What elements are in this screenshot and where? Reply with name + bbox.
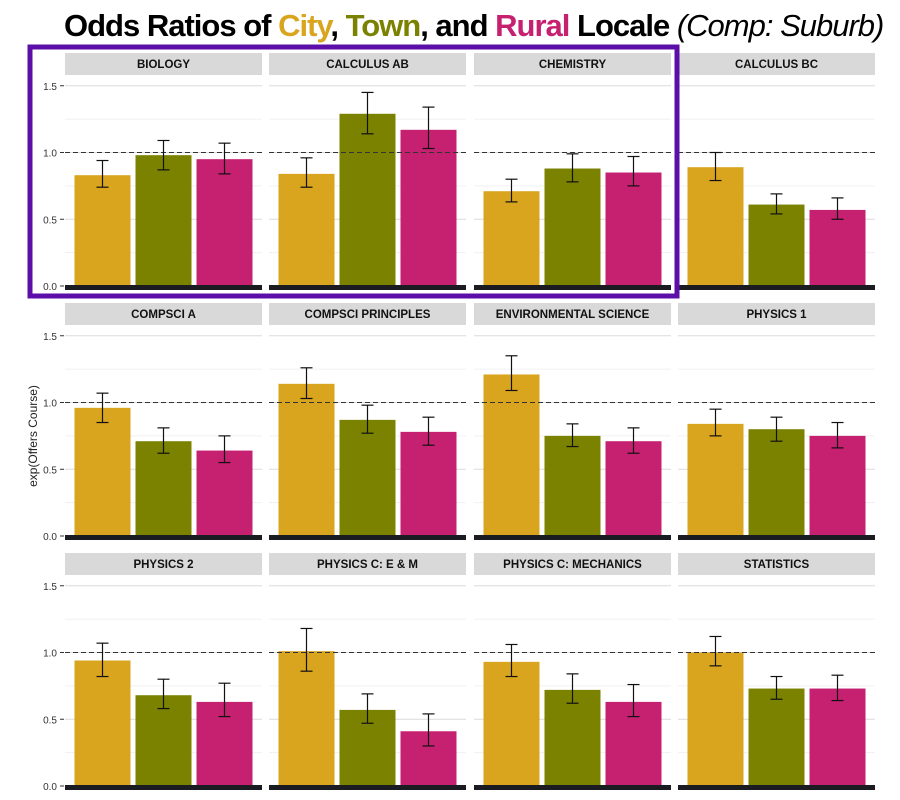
panel-baseline	[678, 535, 875, 540]
bar-city-physics-c-mechanics	[483, 661, 540, 786]
bar-rural-chemistry	[605, 172, 662, 286]
bar-town-compsci-principles	[339, 419, 396, 536]
bar-city-compsci-a	[74, 407, 131, 536]
bar-rural-calculus-ab	[400, 129, 457, 286]
bar-town-biology	[135, 155, 192, 286]
panel-strip-physics-c-e-m	[269, 553, 466, 575]
bar-city-calculus-bc	[687, 167, 744, 286]
y-tick-label: 1.0	[43, 649, 57, 660]
bar-city-chemistry	[483, 191, 540, 286]
bar-city-calculus-ab	[278, 173, 335, 286]
title-town: Town	[345, 8, 422, 43]
bar-city-environmental-science	[483, 374, 540, 536]
y-tick-label: 1.5	[43, 582, 57, 593]
panel-baseline	[269, 285, 466, 290]
panel-label-calculus-bc: CALCULUS BC	[735, 59, 818, 71]
panel-label-biology: BIOLOGY	[137, 59, 190, 71]
bar-town-compsci-a	[135, 441, 192, 536]
y-tick-label: 0.0	[43, 532, 57, 543]
panel-strip-chemistry	[474, 53, 671, 75]
bar-town-calculus-bc	[748, 204, 805, 286]
panel-baseline	[269, 785, 466, 790]
panel-strip-calculus-ab	[269, 53, 466, 75]
y-tick-label: 1.5	[43, 332, 57, 343]
panel-baseline	[65, 535, 262, 540]
bar-rural-compsci-a	[196, 450, 253, 536]
title-prefix: Odds Ratios of	[64, 8, 279, 43]
bar-town-statistics	[748, 688, 805, 786]
y-tick-label: 0.0	[43, 282, 57, 293]
bar-town-calculus-ab	[339, 113, 396, 286]
panel-baseline	[474, 535, 671, 540]
bar-rural-biology	[196, 159, 253, 286]
y-tick-label: 0.5	[43, 215, 57, 226]
bar-city-physics-1	[687, 423, 744, 536]
panel-label-compsci-a: COMPSCI A	[131, 309, 196, 321]
panel-strip-statistics	[678, 553, 875, 575]
bar-rural-environmental-science	[605, 441, 662, 536]
title-comparison: (Comp: Suburb)	[676, 8, 885, 43]
y-tick-label: 1.0	[43, 149, 57, 160]
title-rural: Rural	[495, 8, 570, 43]
title-city: City	[278, 8, 331, 43]
panel-label-physics-c-e-m: PHYSICS C: E & M	[317, 559, 418, 571]
panel-strip-environmental-science	[474, 303, 671, 325]
bar-rural-physics-1	[809, 435, 866, 536]
panel-label-physics-1: PHYSICS 1	[746, 309, 807, 321]
panel-baseline	[678, 785, 875, 790]
panel-label-calculus-ab: CALCULUS AB	[326, 59, 409, 71]
bar-town-environmental-science	[544, 435, 601, 536]
y-tick-label: 1.0	[43, 399, 57, 410]
bar-city-statistics	[687, 652, 744, 786]
panel-label-physics-c-mechanics: PHYSICS C: MECHANICS	[503, 559, 642, 571]
panel-strip-physics-2	[65, 553, 262, 575]
y-tick-label: 0.5	[43, 465, 57, 476]
panel-baseline	[65, 785, 262, 790]
panel-label-compsci-principles: COMPSCI PRINCIPLES	[305, 309, 431, 321]
panel-baseline	[474, 785, 671, 790]
y-tick-label: 0.0	[43, 782, 57, 793]
bar-rural-calculus-bc	[809, 209, 866, 286]
title-sep2: , and	[420, 8, 496, 43]
panel-strip-calculus-bc	[678, 53, 875, 75]
panel-label-physics-2: PHYSICS 2	[133, 559, 193, 571]
y-tick-label: 1.5	[43, 82, 57, 93]
panel-strip-physics-1	[678, 303, 875, 325]
bar-city-biology	[74, 175, 131, 286]
panel-label-chemistry: CHEMISTRY	[539, 59, 607, 71]
panel-strip-compsci-a	[65, 303, 262, 325]
title-suffix: Locale	[569, 8, 677, 43]
bar-city-physics-2	[74, 660, 131, 786]
panel-baseline	[65, 285, 262, 290]
title-sep1: ,	[330, 8, 346, 43]
bar-town-physics-1	[748, 429, 805, 536]
panel-strip-physics-c-mechanics	[474, 553, 671, 575]
panel-label-environmental-science: ENVIRONMENTAL SCIENCE	[496, 309, 650, 321]
panel-strip-biology	[65, 53, 262, 75]
bar-town-physics-2	[135, 695, 192, 786]
bar-town-chemistry	[544, 168, 601, 286]
bar-rural-statistics	[809, 688, 866, 786]
y-tick-label: 0.5	[43, 715, 57, 726]
panel-strip-compsci-principles	[269, 303, 466, 325]
highlight-box	[27, 44, 680, 299]
bar-town-physics-c-mechanics	[544, 689, 601, 786]
chart-title: Odds Ratios of City, Town, and Rural Loc…	[64, 8, 885, 44]
panel-baseline	[269, 535, 466, 540]
panel-baseline	[474, 285, 671, 290]
bar-city-compsci-principles	[278, 383, 335, 536]
panel-label-statistics: STATISTICS	[744, 559, 810, 571]
y-axis-label: exp(Offers Course)	[26, 385, 40, 487]
bar-city-physics-c-e-m	[278, 651, 335, 786]
panel-baseline	[678, 285, 875, 290]
bar-rural-compsci-principles	[400, 431, 457, 536]
